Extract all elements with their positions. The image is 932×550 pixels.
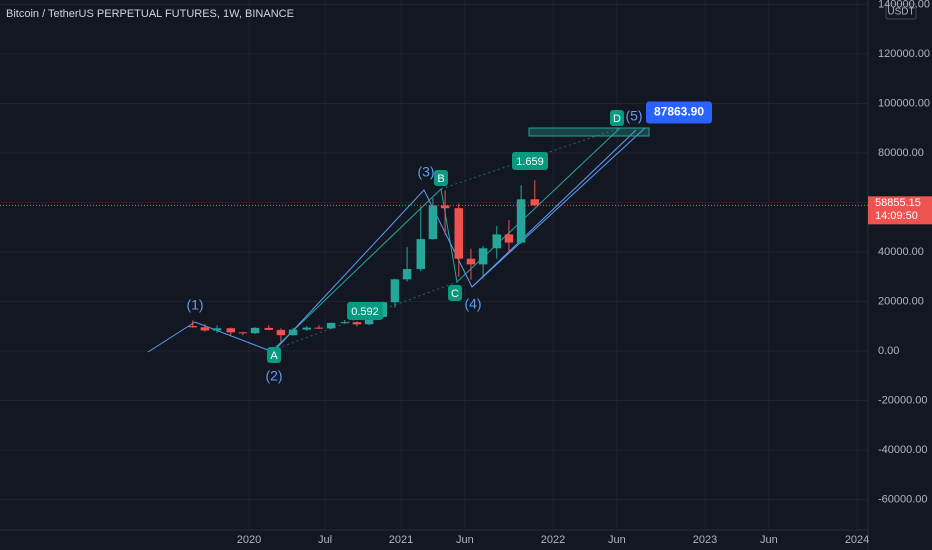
y-tick-label: 40000.00	[878, 246, 924, 258]
xabcd-diagonal	[440, 127, 621, 190]
y-tick-label: 20000.00	[878, 295, 924, 307]
wave-label: (3)	[417, 164, 434, 180]
countdown: 14:09:50	[875, 210, 918, 222]
ratio-badge	[347, 302, 383, 320]
point-label: B	[437, 173, 444, 185]
y-tick-label: -20000.00	[878, 394, 928, 406]
candle-body	[264, 327, 274, 330]
point-label: C	[451, 288, 459, 300]
point-badge	[267, 347, 281, 363]
wave-label: (2)	[265, 368, 282, 384]
x-tick-label: 2024	[845, 534, 869, 546]
x-tick-label: Jun	[456, 534, 474, 546]
candle-body	[326, 322, 336, 329]
point-badge	[434, 170, 448, 186]
currency: USDT	[887, 7, 914, 18]
candle-body	[466, 258, 476, 265]
point-badge	[610, 110, 624, 126]
x-tick-label: Jul	[318, 534, 332, 546]
target-label: 87863.90	[654, 105, 704, 119]
candle-body	[238, 332, 248, 334]
grid	[0, 0, 868, 530]
candle-body	[250, 327, 260, 334]
impulse-line	[272, 129, 637, 353]
candle-body	[200, 327, 210, 331]
y-tick-label: 0.00	[878, 345, 899, 357]
point-badge	[448, 285, 462, 301]
x-tick-label: Jun	[760, 534, 778, 546]
point-label: D	[613, 113, 621, 125]
y-tick-label: -60000.00	[878, 493, 928, 505]
candle-body	[352, 322, 362, 325]
y-tick-label: -40000.00	[878, 444, 928, 456]
target-zone	[528, 127, 650, 137]
y-tick-label: 80000.00	[878, 147, 924, 159]
candle-body	[492, 234, 502, 249]
candle-body	[390, 279, 400, 303]
candle-body	[276, 329, 286, 336]
wave-label: (4)	[464, 296, 481, 312]
chart-title: Bitcoin / TetherUS PERPETUAL FUTURES, 1W…	[6, 8, 294, 20]
candle-body	[188, 326, 198, 328]
candle-body	[516, 199, 526, 243]
ratio-label: 1.659	[516, 156, 544, 168]
x-tick-label: 2020	[237, 534, 261, 546]
y-tick-label: 120000.00	[878, 48, 930, 60]
ratio-badge	[512, 152, 548, 170]
candle-body	[416, 239, 426, 270]
candle-body	[530, 199, 540, 206]
x-tick-label: 2023	[693, 534, 717, 546]
ratio-label: 0.592	[351, 306, 379, 318]
candle-body	[428, 205, 438, 240]
candle-body	[402, 269, 412, 280]
wave-label: (1)	[186, 297, 203, 313]
x-tick-label: Jun	[608, 534, 626, 546]
x-tick-label: 2021	[389, 534, 413, 546]
last-price-label: 58855.15	[875, 197, 921, 209]
candle-body	[288, 329, 298, 336]
candle-body	[314, 327, 324, 329]
channel-line	[471, 127, 646, 288]
candle-body	[340, 322, 350, 324]
candle-body	[212, 328, 222, 331]
candle-body	[302, 327, 312, 330]
y-tick-label: 100000.00	[878, 97, 930, 109]
candle-body	[454, 208, 464, 259]
candles	[188, 180, 540, 342]
candle-body	[478, 248, 488, 265]
y-tick-label: 140000.00	[878, 0, 930, 10]
last-price-badge	[868, 196, 932, 225]
x-tick-label: 2022	[541, 534, 565, 546]
candle-body	[504, 234, 514, 243]
candle-body	[440, 205, 450, 209]
currency-badge[interactable]	[885, 3, 917, 20]
point-label: A	[270, 350, 278, 362]
candle-body	[226, 328, 236, 333]
wave-label: (5)	[625, 108, 642, 124]
wave-line	[147, 321, 274, 353]
candle-body	[364, 316, 374, 325]
target-badge	[646, 101, 712, 124]
